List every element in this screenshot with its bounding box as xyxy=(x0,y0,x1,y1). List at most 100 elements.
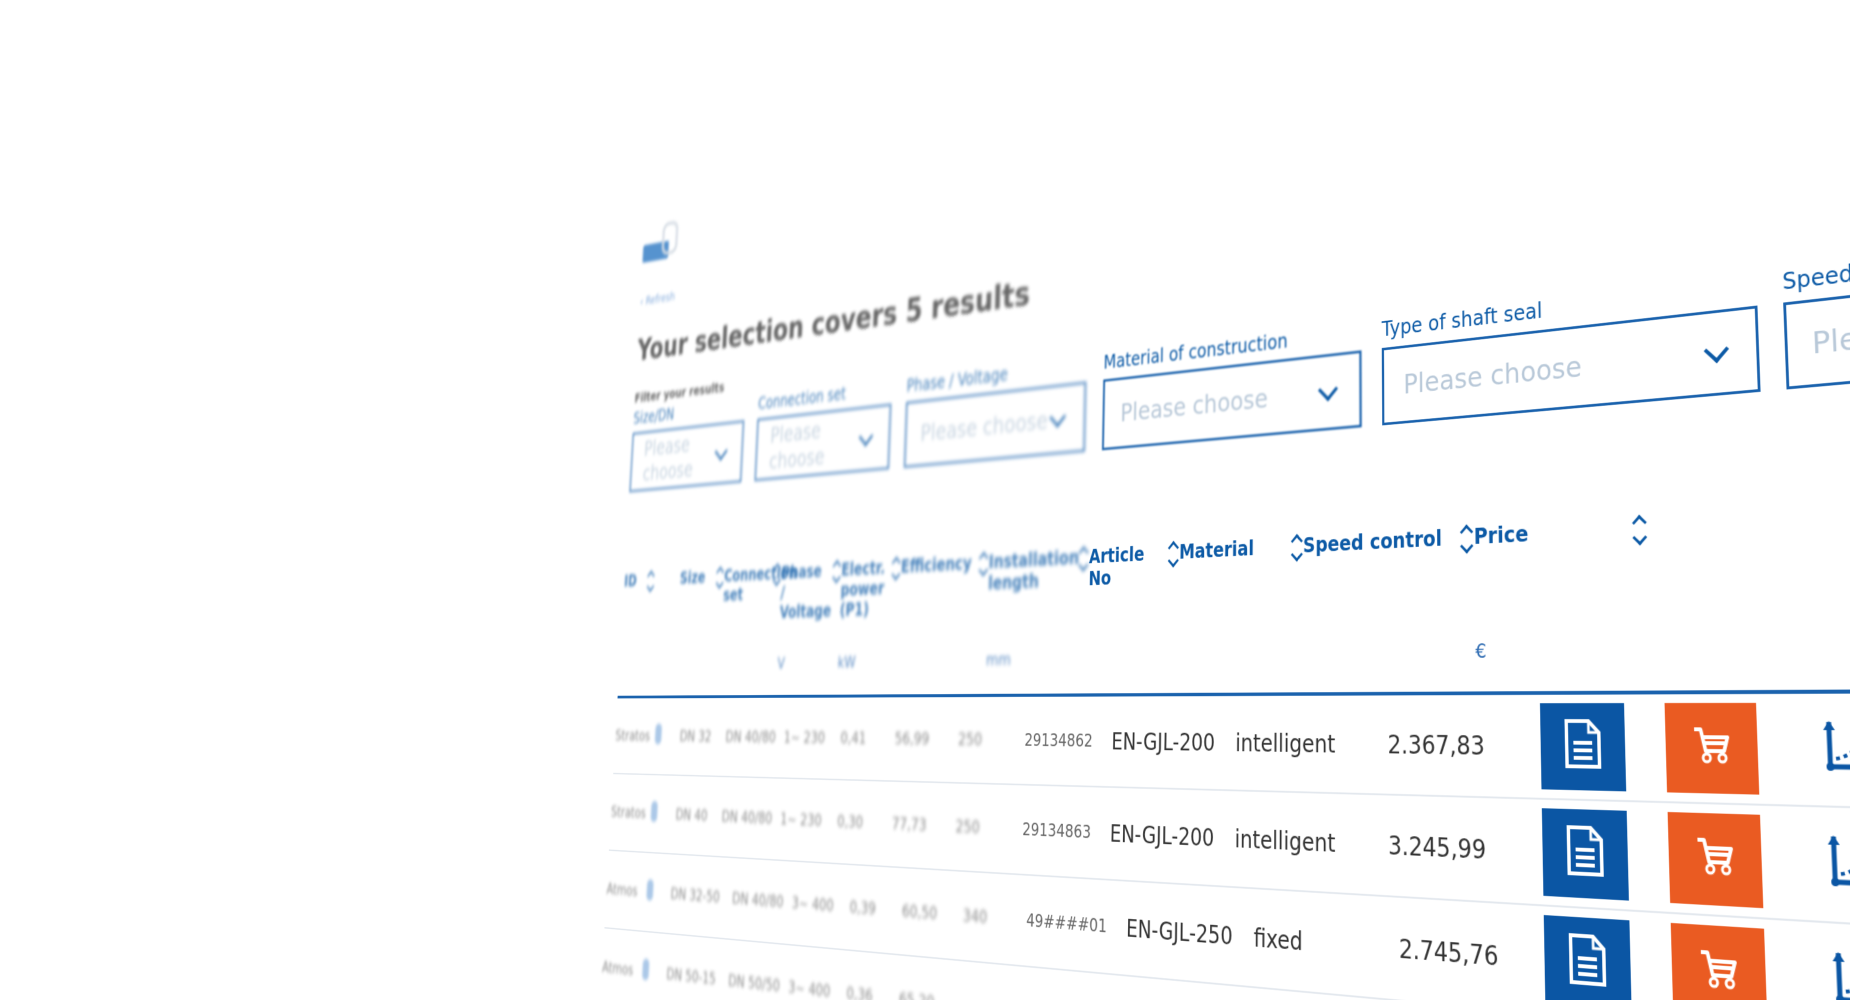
cell-article: 49####01 xyxy=(1026,910,1108,938)
sort-icon[interactable] xyxy=(1460,523,1473,556)
document-icon xyxy=(1565,824,1606,885)
select-placeholder: Please choose xyxy=(1403,349,1583,401)
sort-icon[interactable] xyxy=(832,559,841,585)
column-header[interactable]: Phase / Voltage V xyxy=(777,546,842,673)
sort-icon[interactable] xyxy=(1167,539,1178,569)
filter-label: Speed control xyxy=(1781,249,1850,296)
cell-speed: fixed xyxy=(1253,922,1303,957)
column-header-label: Efficiency xyxy=(900,552,972,578)
sort-icon[interactable] xyxy=(891,555,900,582)
filter-select[interactable]: Please choose xyxy=(754,403,892,482)
cell-speed: intelligent xyxy=(1235,728,1336,759)
datasheet-button[interactable] xyxy=(1541,808,1630,901)
pump-curve-button[interactable] xyxy=(1799,703,1850,798)
filter-speed-control: Speed control Please choose xyxy=(1782,195,1850,390)
brand-logo[interactable] xyxy=(642,219,683,270)
breadcrumb-link[interactable]: ‹ Refresh xyxy=(639,289,676,309)
cell-eff: 56,99 xyxy=(894,729,930,749)
pump-thumbnail xyxy=(650,800,676,828)
sort-icon[interactable] xyxy=(978,550,988,578)
sort-icon[interactable] xyxy=(646,569,654,593)
pump-curve-button[interactable] xyxy=(1808,931,1850,1000)
pump-thumbnail xyxy=(642,958,667,987)
cell-article: 29134862 xyxy=(1024,730,1093,752)
column-header-label: ID xyxy=(623,571,638,591)
cell-eff: 65,20 xyxy=(899,989,961,1000)
cell-eff: 77,73 xyxy=(891,814,927,835)
cell-speed: intelligent xyxy=(1234,824,1336,858)
logo-ring xyxy=(661,220,679,256)
select-placeholder: Please choose xyxy=(1120,382,1268,428)
cell-phase: 3~ 400 xyxy=(787,977,831,1000)
column-header[interactable]: Installation length mm xyxy=(986,530,1090,670)
document-icon xyxy=(1562,718,1602,776)
cell-id: Stratos xyxy=(614,727,651,745)
sort-icon[interactable] xyxy=(715,565,724,590)
column-header[interactable]: Electr. power (P1) kW xyxy=(837,542,901,672)
cell-eff: 60,50 xyxy=(901,901,938,924)
cell-price: 3.245,99 xyxy=(1388,830,1487,865)
column-header xyxy=(655,556,681,571)
pump-icon xyxy=(642,958,650,981)
column-header[interactable]: Material xyxy=(1179,517,1303,564)
filter-material-of-construction: Material of construction Please choose xyxy=(1101,321,1362,451)
add-to-cart-button[interactable] xyxy=(1671,922,1768,1000)
cell-size: DN 32 xyxy=(679,727,712,746)
table-row[interactable]: Stratos DN 32 DN 40/80 1~ 230 0,41 56,99 250 29… xyxy=(613,693,1850,811)
sort-icon[interactable] xyxy=(1078,545,1088,574)
filter-select[interactable]: Please choose xyxy=(1783,233,1850,390)
select-placeholder: Please choose xyxy=(768,417,826,475)
filter-select[interactable]: Please choose xyxy=(903,381,1087,468)
sort-icon[interactable] xyxy=(1631,513,1646,547)
filter-phase-voltage: Phase / Voltage Please choose xyxy=(903,354,1087,468)
pump-curve-button[interactable] xyxy=(1804,816,1850,916)
cell-article: 29134863 xyxy=(1022,819,1092,843)
actions-header xyxy=(1646,480,1850,515)
shopping-cart-icon xyxy=(1698,947,1739,998)
cell-material: EN-GJL-200 xyxy=(1109,819,1215,852)
cell-price: 2.745,76 xyxy=(1398,933,1499,972)
add-to-cart-button[interactable] xyxy=(1667,811,1763,909)
pump-thumbnail xyxy=(654,723,680,749)
sort-icon[interactable] xyxy=(772,562,781,588)
column-header[interactable]: Article No xyxy=(1088,525,1179,590)
filter-size-dn: Size/DN Please choose xyxy=(629,396,745,493)
add-to-cart-button[interactable] xyxy=(1664,702,1759,795)
datasheet-button[interactable] xyxy=(1543,915,1632,1000)
column-header-label: Size xyxy=(679,567,706,588)
cell-price: 2.367,83 xyxy=(1387,729,1486,761)
column-header[interactable]: Connection set xyxy=(723,549,798,605)
pump-icon xyxy=(646,878,654,901)
cell-conn: DN 40/80 xyxy=(731,889,784,912)
column-header-label: Speed control xyxy=(1303,526,1443,558)
column-header[interactable]: Size xyxy=(679,553,725,588)
cell-size: DN 50-15 xyxy=(665,964,717,989)
document-icon xyxy=(1567,931,1608,994)
cell-size: DN 40 xyxy=(675,805,708,825)
column-header[interactable]: ID xyxy=(624,557,656,590)
cell-p1: 0,39 xyxy=(849,897,877,919)
cell-material: EN-GJL-200 xyxy=(1111,727,1216,757)
filter-select[interactable]: Please choose xyxy=(629,420,745,493)
datasheet-button[interactable] xyxy=(1539,703,1627,792)
column-header[interactable]: Speed control xyxy=(1303,507,1474,558)
chevron-down-icon xyxy=(1703,336,1730,364)
cell-size: DN 32-50 xyxy=(670,884,721,907)
column-header[interactable]: Efficiency xyxy=(901,537,990,578)
chevron-down-icon xyxy=(1317,377,1339,402)
sort-icon[interactable] xyxy=(1290,532,1301,563)
cell-id: Atmos xyxy=(606,880,639,900)
pump-icon xyxy=(654,723,663,744)
column-unit: € xyxy=(1475,640,1487,664)
cell-len: 250 xyxy=(957,729,983,750)
row-actions xyxy=(1539,702,1850,799)
cell-phase: 3~ 400 xyxy=(791,893,835,916)
table-header: ID Size Connection set Phase / Voltage V Elec… xyxy=(617,479,1850,699)
select-placeholder: Please choose xyxy=(1811,301,1850,362)
table-body: Stratos DN 32 DN 40/80 1~ 230 0,41 56,99 250 29… xyxy=(595,693,1850,1000)
column-unit: kW xyxy=(837,653,856,672)
column-header[interactable]: Price € xyxy=(1473,496,1647,663)
column-header-label: Electr. power (P1) xyxy=(839,557,886,621)
row-actions xyxy=(1543,915,1850,1000)
